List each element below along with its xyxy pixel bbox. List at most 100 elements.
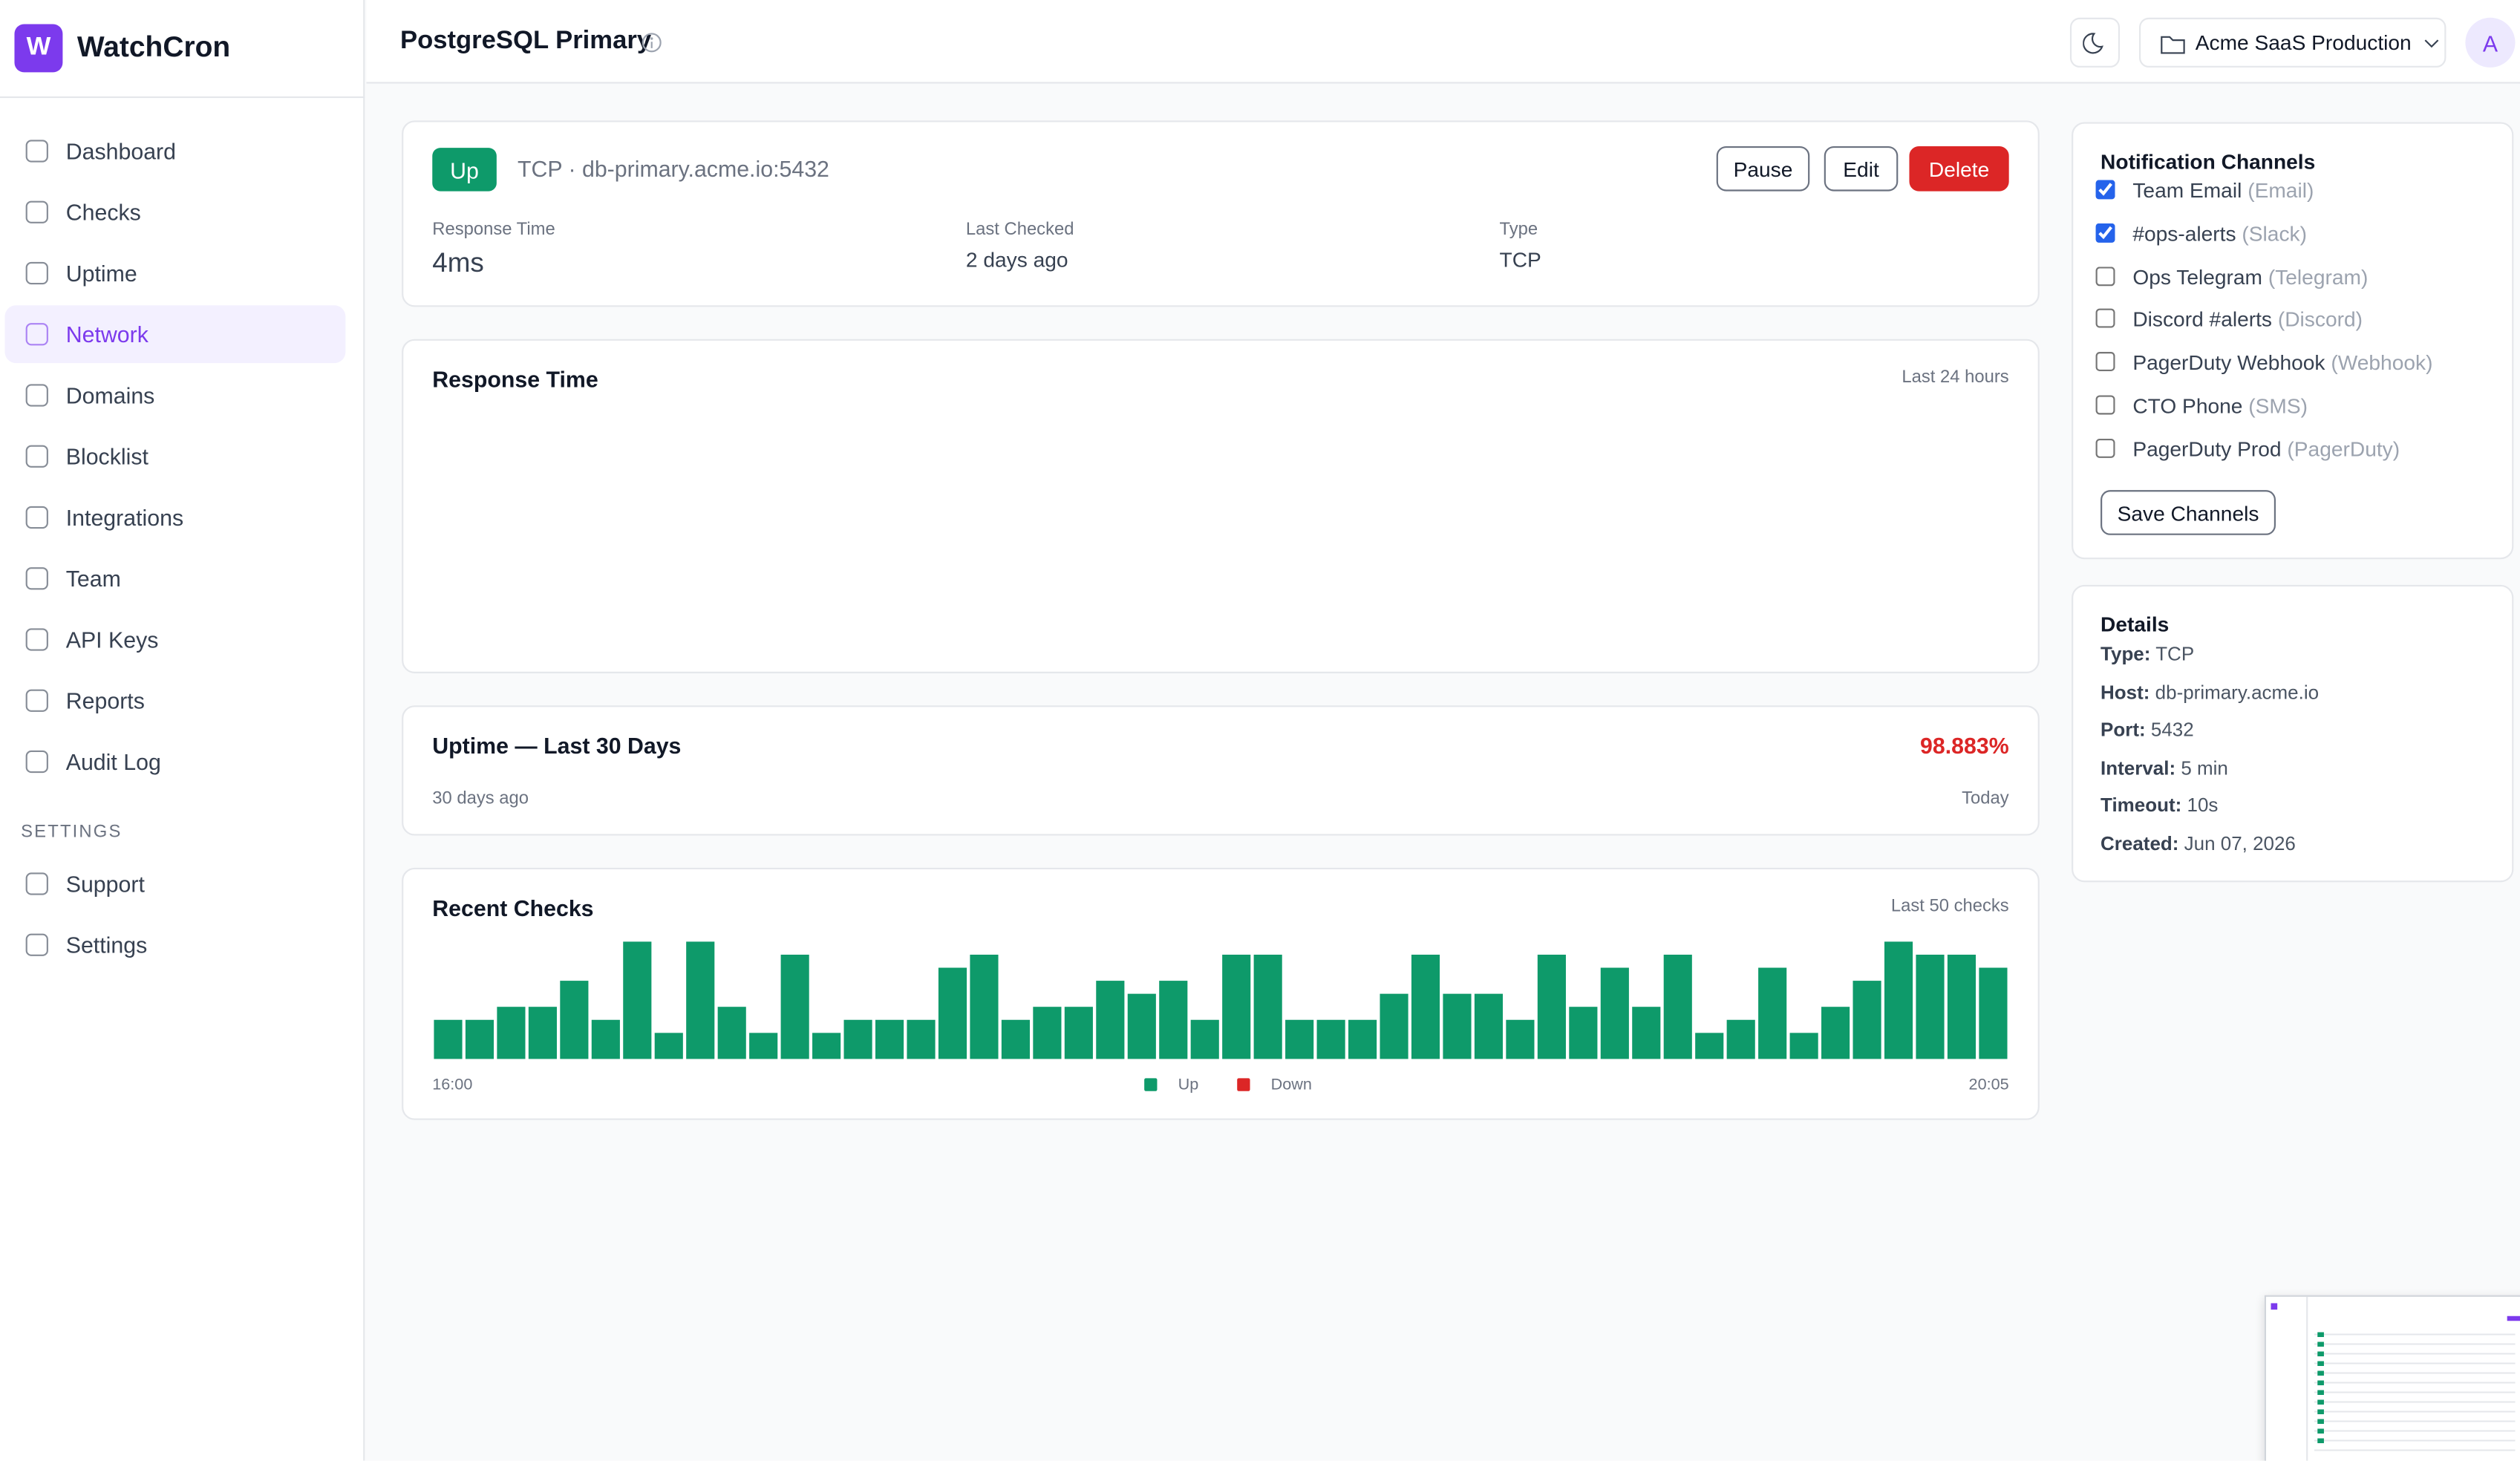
check-bar: [812, 1033, 841, 1059]
channel-name: PagerDuty Prod: [2132, 437, 2282, 461]
nav-label: Settings: [65, 932, 148, 958]
detail-label: Interval:: [2100, 756, 2176, 779]
channel-name: Team Email: [2132, 178, 2242, 203]
status-badge: Up: [432, 148, 497, 192]
check-bar: [1001, 1019, 1030, 1059]
channel-checkbox[interactable]: [2095, 223, 2115, 243]
channels-title: Notification Channels: [2100, 149, 2316, 174]
nav-item[interactable]: Blocklist: [4, 428, 345, 486]
uptime-end: Today: [1962, 788, 2009, 808]
channel-kind: (PagerDuty): [2287, 437, 2400, 461]
check-bar: [497, 1007, 526, 1059]
action-button[interactable]: Edit: [1824, 146, 1899, 192]
nav-label: Team: [65, 565, 121, 592]
thumb-rows: [2314, 1325, 2516, 1454]
check-bar: [1537, 954, 1566, 1059]
channel-name: PagerDuty Webhook: [2132, 350, 2325, 375]
check-bar: [1380, 993, 1408, 1059]
workspace-select[interactable]: Acme SaaS Production: [2139, 17, 2446, 68]
nav-label: Dashboard: [65, 138, 177, 164]
nav-item[interactable]: Network: [4, 305, 346, 364]
nav-item[interactable]: Integrations: [4, 488, 345, 546]
check-bar: [1411, 954, 1440, 1059]
nav-label: Blocklist: [65, 443, 148, 470]
check-bar: [1127, 993, 1156, 1059]
check-bar: [1947, 954, 1976, 1059]
check-bar: [686, 941, 715, 1059]
nav-icon: [25, 261, 48, 285]
response-range: Last 24 hours: [1902, 367, 2009, 388]
nav-item[interactable]: Reports: [4, 672, 345, 730]
nav-icon: [25, 384, 48, 407]
detail-value: 10s: [2187, 794, 2219, 817]
check-bar: [1821, 1007, 1850, 1059]
channel-row: Discord #alerts (Discord): [2132, 307, 2363, 331]
check-bar: [1789, 1033, 1818, 1059]
channel-row: Team Email (Email): [2132, 178, 2314, 202]
nav-item[interactable]: Domains: [4, 367, 345, 425]
workspace-name: Acme SaaS Production: [2195, 30, 2412, 55]
nav-item[interactable]: Settings: [4, 916, 345, 974]
check-bar: [1064, 1007, 1093, 1059]
info-icon: [642, 33, 662, 53]
detail-row: Interval: 5 min: [2100, 756, 2228, 778]
stat-label: Response Time: [432, 220, 555, 240]
save-channels[interactable]: Save Channels: [2100, 490, 2276, 535]
channel-checkbox[interactable]: [2095, 309, 2115, 329]
channel-checkbox[interactable]: [2095, 352, 2115, 372]
check-bar: [1726, 1019, 1755, 1059]
check-bar: [843, 1019, 872, 1059]
nav-item[interactable]: Uptime: [4, 244, 345, 302]
channel-checkbox[interactable]: [2095, 438, 2115, 458]
channel-name: Ops Telegram: [2132, 264, 2262, 289]
nav-icon: [25, 323, 48, 346]
check-bar: [1474, 993, 1504, 1059]
nav-icon: [25, 933, 48, 956]
detail-value: db-primary.acme.io: [2155, 680, 2320, 703]
channel-checkbox[interactable]: [2095, 180, 2115, 200]
stat-value: 2 days ago: [965, 247, 1068, 272]
channel-row: #ops-alerts (Slack): [2132, 221, 2307, 245]
checks-title: Recent Checks: [432, 895, 594, 921]
nav-item[interactable]: API Keys: [4, 611, 345, 669]
nav-item[interactable]: Checks: [4, 183, 345, 241]
check-bar: [591, 1019, 620, 1059]
detail-row: Timeout: 10s: [2100, 794, 2218, 816]
nav-item[interactable]: Support: [4, 855, 345, 913]
check-bar: [1285, 1019, 1314, 1059]
check-bar: [717, 1007, 746, 1059]
nav-item[interactable]: Team: [4, 549, 345, 607]
action-button[interactable]: Pause: [1716, 146, 1810, 192]
uptime-value: 98.883%: [1920, 733, 2009, 759]
stat-label: Type: [1499, 220, 1538, 240]
theme-toggle[interactable]: [2069, 17, 2121, 68]
channel-name: CTO Phone: [2132, 393, 2243, 418]
check-bar: [1316, 1019, 1345, 1059]
channel-name: Discord #alerts: [2132, 307, 2273, 332]
check-bar: [1253, 954, 1282, 1059]
legend-swatch: [1144, 1078, 1158, 1091]
check-bar: [1884, 941, 1913, 1059]
uptime-title: Uptime — Last 30 Days: [432, 733, 682, 759]
check-bar: [1443, 993, 1472, 1059]
legend-label: Down: [1271, 1075, 1312, 1094]
check-bar: [1853, 981, 1881, 1059]
channel-row: PagerDuty Prod (PagerDuty): [2132, 437, 2400, 460]
x-tick-label: 16:00: [432, 1075, 472, 1094]
nav-item[interactable]: Audit Log: [4, 733, 345, 791]
check-bar: [465, 1019, 494, 1059]
avatar[interactable]: A: [2465, 17, 2516, 68]
channel-checkbox[interactable]: [2095, 395, 2115, 415]
action-button[interactable]: Delete: [1909, 146, 2009, 192]
check-bar: [1758, 967, 1787, 1059]
nav-item[interactable]: Dashboard: [4, 122, 345, 180]
channel-checkbox[interactable]: [2095, 266, 2115, 286]
page-title: PostgreSQL Primary: [399, 27, 652, 55]
stat-value: 4ms: [432, 247, 484, 278]
x-tick-label: 20:05: [1969, 1075, 2009, 1094]
check-bar: [434, 1019, 463, 1059]
legend-label: Up: [1178, 1075, 1199, 1094]
nav-icon: [25, 872, 48, 895]
check-bar: [1569, 1007, 1598, 1059]
